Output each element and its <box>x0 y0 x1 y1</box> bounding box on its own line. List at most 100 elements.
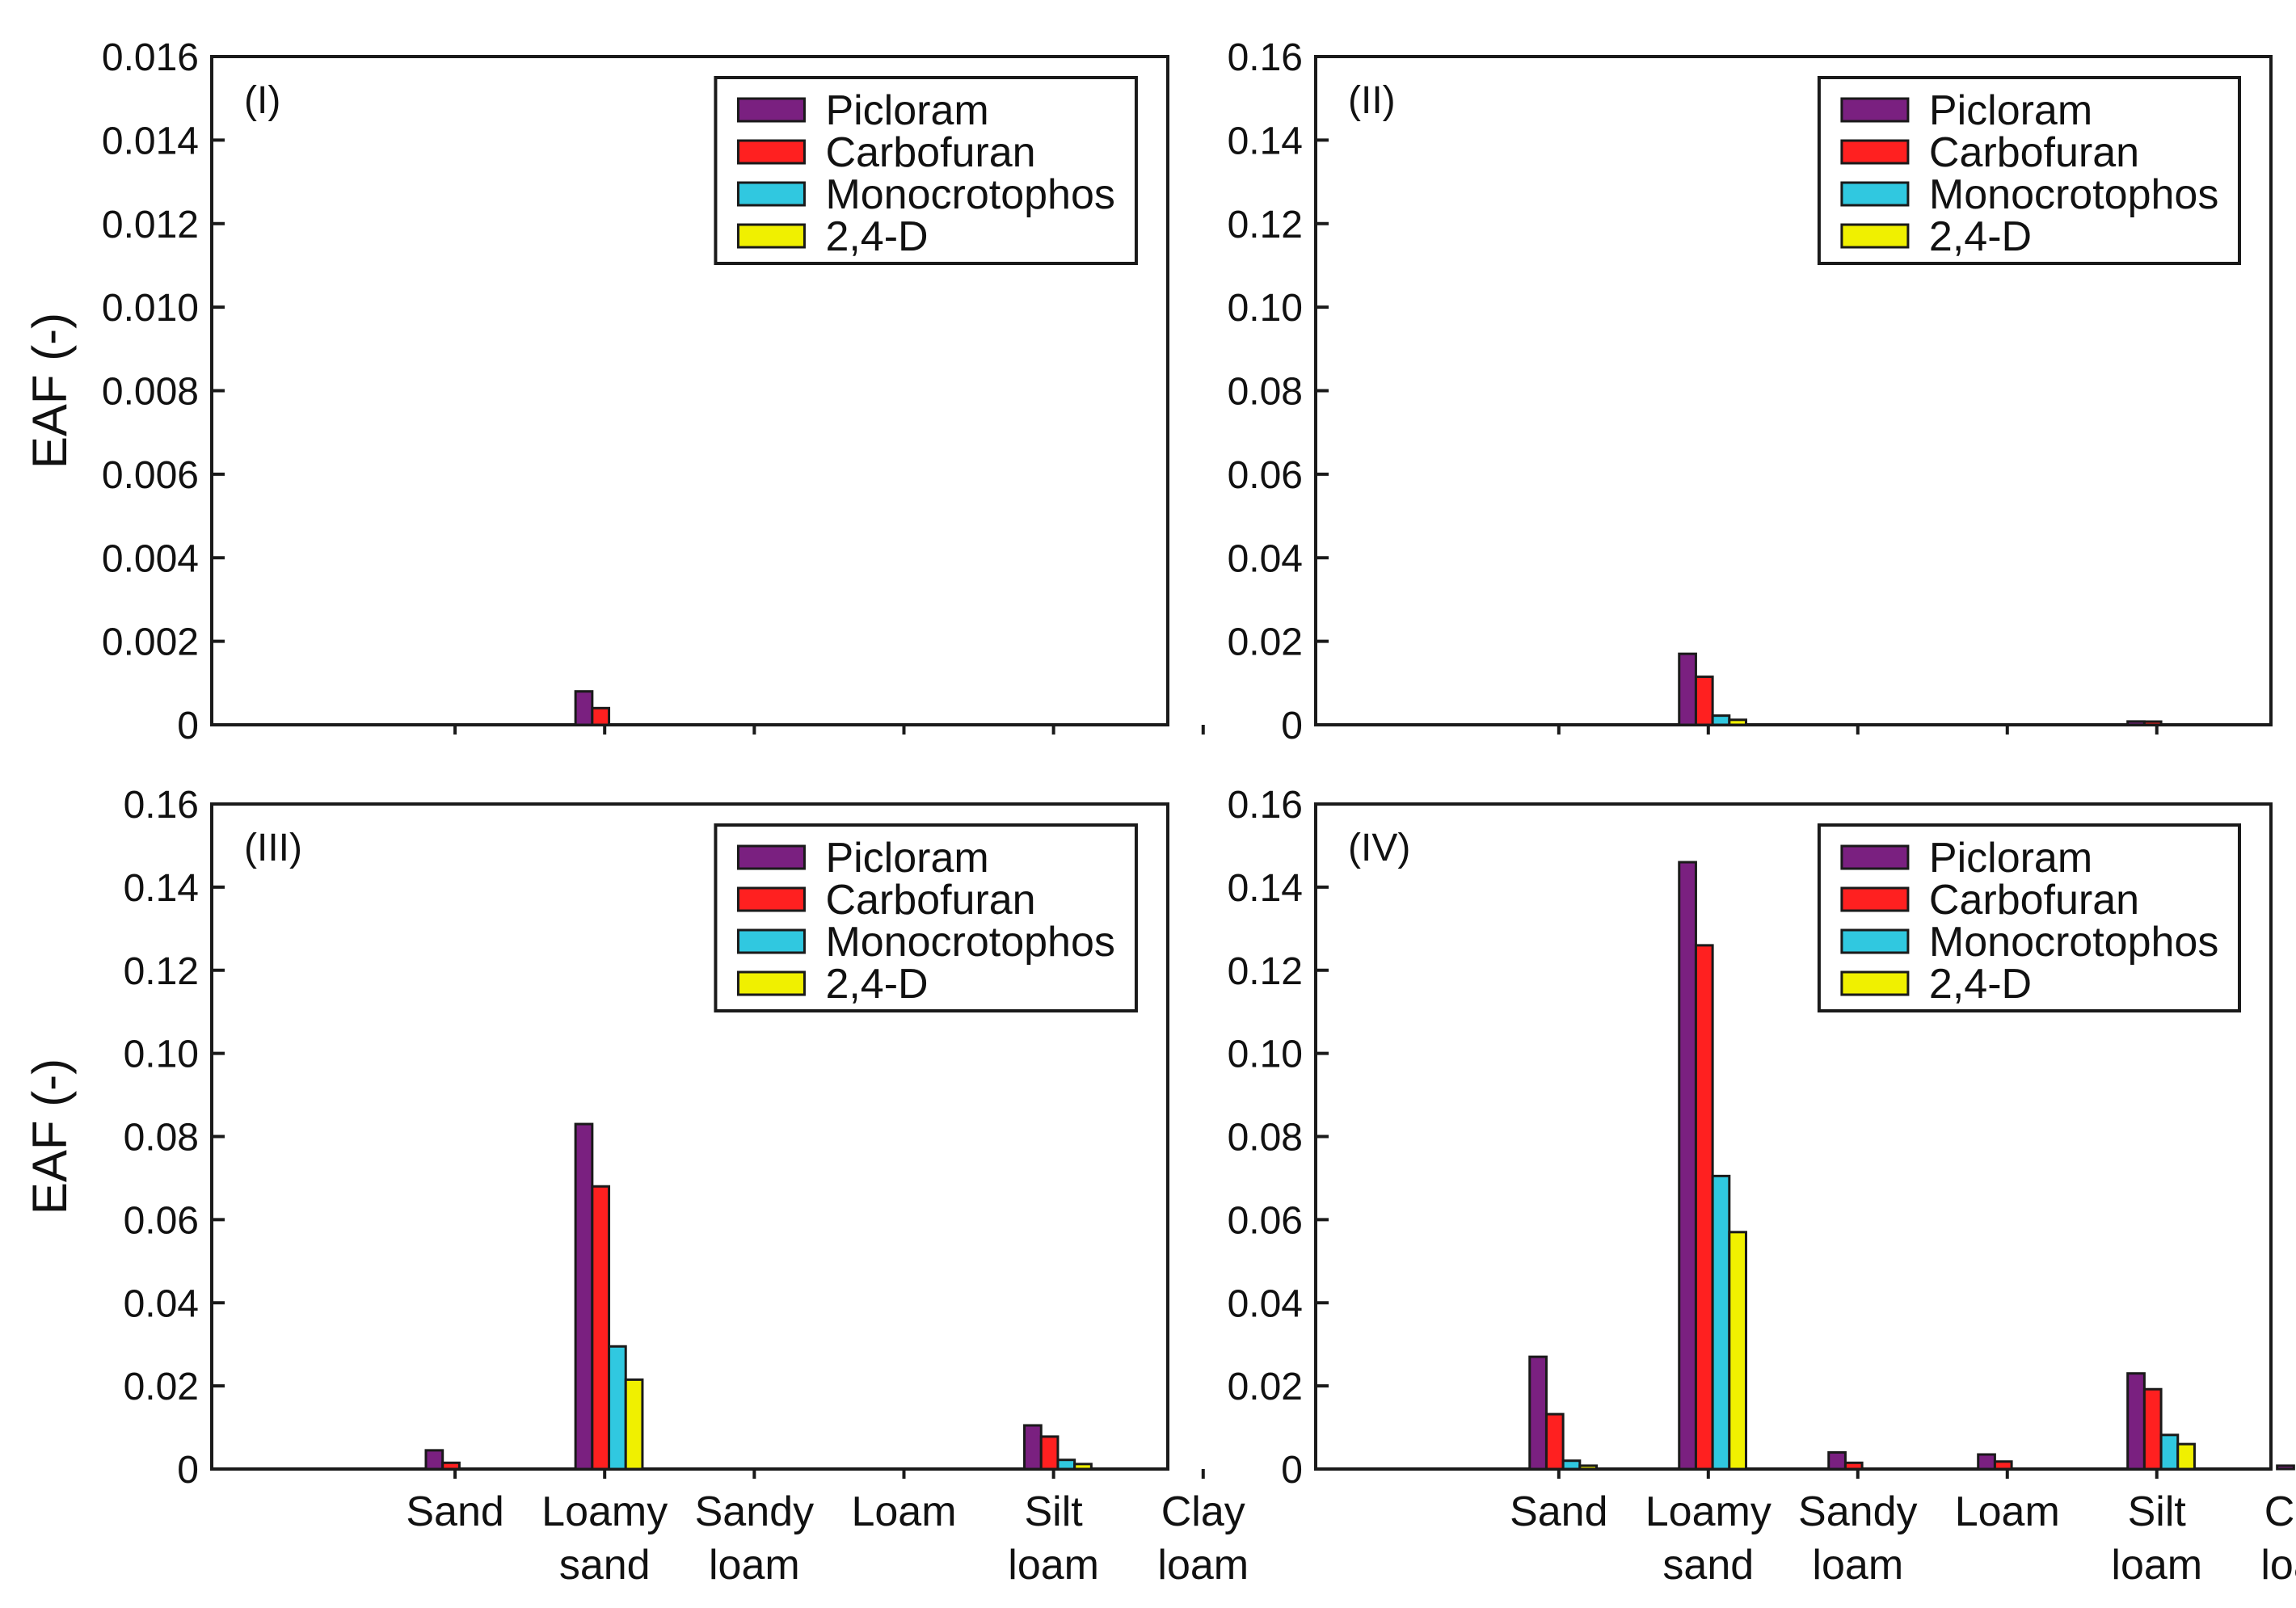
panel-2-legend-swatch-carbofuran <box>1840 139 1910 165</box>
panel-2-legend-label-picloram: Picloram <box>1929 87 2092 134</box>
panel-1-legend-swatch-monocrotophos <box>736 181 806 207</box>
panel-3-legend-swatch-2-4-d <box>736 970 806 996</box>
panel-4-bar-2-4-d-sand <box>1578 1464 1599 1471</box>
panel-1-legend-label-monocrotophos: Monocrotophos <box>825 171 1114 218</box>
panel-4-bar-carbofuran-silt-loam <box>2142 1387 2163 1471</box>
panel-3-legend-label-carbofuran: Carbofuran <box>825 877 1035 924</box>
panel-3-y-tick-label: 0.16 <box>124 784 199 827</box>
panel-4-legend-label-2-4-d: 2,4-D <box>1929 961 2032 1008</box>
panel-2-y-tick-label: 0.08 <box>1228 371 1303 414</box>
panel-2-y-tick-label: 0.14 <box>1228 120 1303 162</box>
panel-1-y-tick-label: 0.004 <box>102 537 199 580</box>
panel-1-y-tick-label: 0.012 <box>102 204 199 246</box>
panel-3-category-label: Loam <box>851 1488 956 1535</box>
panel-2-y-tick-label: 0.10 <box>1228 287 1303 330</box>
panel-3-bar-2-4-d-loamy-sand <box>624 1378 644 1471</box>
panel-2-legend-label-2-4-d: 2,4-D <box>1929 213 2032 260</box>
panel-4-bar-monocrotophos-loamy-sand <box>1711 1174 1731 1471</box>
panel-2-legend-swatch-2-4-d <box>1840 223 1910 249</box>
panel-4-bar-carbofuran-sandy-loam <box>1843 1461 1864 1471</box>
chart-panel-1: 0 0.002 0.004 0.006 0.008 0.010 0.012 0.014 0.01… <box>23 36 1205 747</box>
panel-2-legend-label-carbofuran: Carbofuran <box>1929 129 2139 176</box>
panel-4-y-tick-label: 0.02 <box>1228 1366 1303 1408</box>
panel-3-legend-label-2-4-d: 2,4-D <box>825 961 928 1008</box>
panel-4-label: (IV) <box>1348 827 1410 869</box>
panel-4-bar-2-4-d-silt-loam <box>2176 1442 2196 1471</box>
panel-3-y-tick-label: 0.10 <box>124 1033 199 1076</box>
panel-1-bar-carbofuran-loamy-sand <box>591 706 611 726</box>
panel-4-y-tick-label: 0.10 <box>1228 1033 1303 1076</box>
panel-2-bar-carbofuran-loamy-sand <box>1694 676 1714 726</box>
panel-4-y-tick-label: 0 <box>1281 1449 1303 1492</box>
panel-4-bar-carbofuran-loam <box>1993 1460 2013 1471</box>
panel-2-y-tick-label: 0.02 <box>1228 621 1303 664</box>
panel-1-legend-swatch-picloram <box>736 97 806 123</box>
panel-4-bar-picloram-silt-loam <box>2126 1372 2146 1471</box>
panel-3-legend-swatch-picloram <box>736 844 806 870</box>
panel-2-y-tick-label: 0.12 <box>1228 204 1303 246</box>
panel-2-bar-monocrotophos-loamy-sand <box>1711 714 1731 726</box>
panel-3-legend-label-picloram: Picloram <box>825 835 988 882</box>
panel-3-y-tick-label: 0.08 <box>124 1117 199 1160</box>
panel-1-y-tick-label: 0.008 <box>102 371 199 414</box>
panel-1-y-tick-label: 0 <box>177 705 199 747</box>
panel-3-bar-carbofuran-sand <box>441 1461 461 1471</box>
panel-3-bar-monocrotophos-loamy-sand <box>608 1345 627 1471</box>
panel-3-y-tick-label: 0.06 <box>124 1199 199 1242</box>
panel-4-legend-label-carbofuran: Carbofuran <box>1929 877 2139 924</box>
panel-4-legend-swatch-monocrotophos <box>1840 928 1910 954</box>
panel-4-legend-swatch-carbofuran <box>1840 886 1910 912</box>
panel-1-legend-swatch-carbofuran <box>736 139 806 165</box>
panel-2-legend-label-monocrotophos: Monocrotophos <box>1929 171 2218 218</box>
panel-4-bar-picloram-sand <box>1528 1355 1548 1471</box>
panel-1-bar-picloram-loamy-sand <box>574 690 594 726</box>
panel-2-y-tick-label: 0.04 <box>1228 537 1303 580</box>
panel-3-y-tick-label: 0.02 <box>124 1366 199 1408</box>
panel-3-legend-swatch-monocrotophos <box>736 928 806 954</box>
chart-panel-2: 0 0.02 0.04 0.06 0.08 0.10 0.12 0.14 0.16 (II) Pic… <box>1228 36 2273 747</box>
panel-4-category-label: Loamy sand <box>1645 1488 1772 1589</box>
panel-3-category-label: Silt loam <box>1008 1488 1099 1589</box>
panel-4-y-tick-label: 0.16 <box>1228 784 1303 827</box>
panel-1-legend-label-picloram: Picloram <box>825 87 988 134</box>
panel-3-y-tick-label: 0.12 <box>124 950 199 993</box>
panel-4-category-label: Sand <box>1510 1488 1607 1535</box>
panel-4-y-tick-label: 0.06 <box>1228 1199 1303 1242</box>
panel-4-category-label: Sandy loam <box>1798 1488 1917 1589</box>
panel-1-legend-swatch-2-4-d <box>736 223 806 249</box>
panel-3-category-label: Clay loam <box>1157 1488 1249 1589</box>
panel-3-bar-picloram-sand <box>424 1449 444 1471</box>
panel-1-y-tick-label: 0.014 <box>102 120 199 162</box>
panel-4-bar-monocrotophos-sand <box>1561 1459 1582 1471</box>
panel-2-y-tick-label: 0 <box>1281 705 1303 747</box>
panel-1-label: (I) <box>244 79 280 122</box>
panel-3-y-tick-label: 0.04 <box>124 1282 199 1325</box>
panel-2-legend-swatch-monocrotophos <box>1840 181 1910 207</box>
panel-4-legend-swatch-picloram <box>1840 844 1910 870</box>
panel-4-y-tick-label: 0.12 <box>1228 950 1303 993</box>
panel-4-y-tick-label: 0.04 <box>1228 1282 1303 1325</box>
panel-3-bar-carbofuran-silt-loam <box>1039 1435 1060 1471</box>
panel-3-y-tick-label: 0.14 <box>124 867 199 910</box>
panel-4-bar-picloram-sandy-loam <box>1827 1450 1847 1471</box>
panel-4-legend-swatch-2-4-d <box>1840 970 1910 996</box>
panel-3-legend-label-monocrotophos: Monocrotophos <box>825 919 1114 966</box>
panel-4-bar-carbofuran-sand <box>1544 1412 1565 1471</box>
panel-3-category-label: Loamy sand <box>541 1488 668 1589</box>
panel-3-category-label: Sand <box>406 1488 503 1535</box>
panel-2-bar-picloram-loamy-sand <box>1678 652 1697 726</box>
chart-panel-3: 0 0.02 0.04 0.06 0.08 0.10 0.12 0.14 0.16 Sand Loa… <box>23 784 1249 1589</box>
panel-1-y-tick-label: 0.006 <box>102 454 199 497</box>
panel-3-category-label: Sandy loam <box>695 1488 814 1589</box>
panel-1-y-tick-label: 0.002 <box>102 621 199 664</box>
panel-3-bar-2-4-d-silt-loam <box>1073 1463 1093 1471</box>
panel-3-y-tick-label: 0 <box>177 1449 199 1492</box>
panel-3-y-axis-title: EAF (-) <box>23 1059 77 1214</box>
panel-4-legend-label-picloram: Picloram <box>1929 835 2092 882</box>
panel-4-category-label: Loam <box>1955 1488 2060 1535</box>
